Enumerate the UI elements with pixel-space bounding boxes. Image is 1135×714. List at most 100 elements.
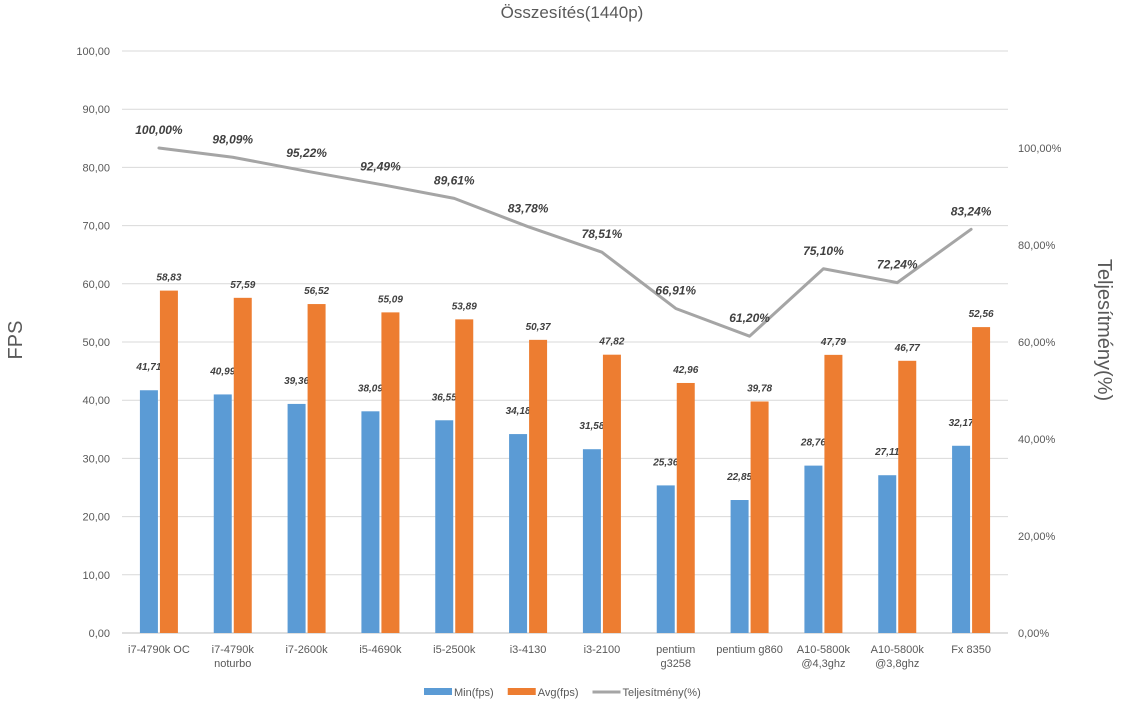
- legend: Min(fps) Avg(fps) Teljesítmény(%): [424, 687, 701, 699]
- bar-min: [361, 411, 380, 633]
- legend-label: Avg(fps): [538, 687, 579, 699]
- data-label-avg: 55,09: [378, 294, 403, 305]
- category-label: pentium: [656, 644, 695, 656]
- category-label: i3-2100: [584, 644, 621, 656]
- data-label-avg: 47,79: [820, 337, 846, 348]
- data-label-min: 34,18: [506, 406, 531, 417]
- data-label-performance: 92,49%: [360, 159, 401, 173]
- bar-avg: [824, 354, 843, 633]
- data-label-avg: 57,59: [230, 280, 255, 291]
- bar-avg: [159, 290, 178, 633]
- y-axis-ticks: 0,00 10,00 20,00 30,00 40,00 50,00 60,00 70,00 8…: [76, 46, 110, 640]
- data-label-min: 39,36: [284, 376, 309, 387]
- y-axis-title: FPS: [5, 321, 27, 360]
- category-label: A10-5800k: [871, 644, 925, 656]
- category-label: noturbo: [214, 658, 251, 670]
- data-label-performance: 89,61%: [434, 173, 475, 187]
- data-label-avg: 42,96: [672, 365, 698, 376]
- y-tick-label: 40,00: [82, 395, 110, 407]
- data-label-min: 31,58: [579, 421, 604, 432]
- bar-avg: [676, 382, 695, 633]
- data-label-performance: 83,78%: [508, 202, 549, 216]
- category-label: @3,8ghz: [875, 658, 919, 670]
- data-label-performance: 100,00%: [135, 123, 183, 137]
- y2-axis-ticks: 0,00% 20,00% 40,00% 60,00% 80,00% 100,00%: [1018, 143, 1062, 640]
- data-label-avg: 53,89: [452, 301, 477, 312]
- bar-avg: [455, 319, 474, 633]
- y2-tick-label: 20,00%: [1018, 531, 1056, 543]
- data-label-avg: 47,82: [598, 337, 624, 348]
- data-label-min: 22,85: [726, 472, 752, 483]
- legend-label: Min(fps): [454, 687, 494, 699]
- bar-min: [582, 449, 601, 633]
- data-label-performance: 78,51%: [582, 227, 623, 241]
- legend-label: Teljesítmény(%): [623, 687, 701, 699]
- data-label-min: 32,17: [949, 418, 974, 429]
- bar-avg: [898, 360, 917, 633]
- y-tick-label: 10,00: [82, 570, 110, 582]
- bar-series: 41,71 58,83 40,99 57,59 39,36 56,52 38,09 55,09…: [135, 273, 994, 633]
- category-label: i7-2600k: [285, 644, 328, 656]
- data-label-performance: 75,10%: [803, 244, 844, 258]
- performance-line: [157, 146, 973, 338]
- legend-swatch: [507, 688, 536, 695]
- bar-avg: [233, 297, 252, 633]
- data-label-performance: 83,24%: [951, 204, 992, 218]
- data-label-performance: 66,91%: [655, 283, 696, 297]
- y-tick-label: 20,00: [82, 512, 110, 524]
- bar-min: [213, 394, 232, 633]
- data-label-avg: 50,37: [526, 322, 551, 333]
- bar-min: [287, 403, 306, 633]
- data-label-performance: 61,20%: [729, 311, 770, 325]
- data-label-avg: 39,78: [747, 383, 772, 394]
- data-label-performance: 72,24%: [877, 258, 918, 272]
- y-tick-label: 70,00: [82, 221, 110, 233]
- data-label-min: 25,36: [652, 457, 678, 468]
- bar-avg: [381, 312, 400, 633]
- data-label-avg: 56,52: [304, 286, 329, 297]
- y-tick-label: 100,00: [76, 46, 110, 58]
- data-label-min: 28,76: [800, 438, 826, 449]
- bar-min: [435, 420, 454, 633]
- y-tick-label: 50,00: [82, 337, 110, 349]
- y-tick-label: 0,00: [89, 628, 110, 640]
- bar-min: [952, 445, 971, 633]
- y-tick-label: 80,00: [82, 162, 110, 174]
- category-label: i5-4690k: [359, 644, 402, 656]
- bar-avg: [307, 304, 326, 633]
- category-label: i7-4790k: [212, 644, 255, 656]
- category-label: Fx 8350: [951, 644, 991, 656]
- bar-avg: [602, 354, 621, 633]
- data-label-performance: 98,09%: [212, 132, 253, 146]
- category-label: g3258: [660, 658, 691, 670]
- data-label-avg: 52,56: [969, 309, 994, 320]
- data-label-performance: 95,22%: [286, 146, 327, 160]
- data-label-min: 27,11: [874, 447, 900, 458]
- category-label: @4,3ghz: [801, 658, 845, 670]
- data-label-min: 41,71: [135, 362, 161, 373]
- category-label: pentium g860: [716, 644, 783, 656]
- data-label-avg: 58,83: [156, 273, 181, 284]
- bar-min: [139, 390, 158, 633]
- data-label-min: 38,09: [358, 383, 383, 394]
- bar-min: [878, 475, 897, 633]
- bar-min: [730, 500, 749, 633]
- y2-tick-label: 0,00%: [1018, 628, 1049, 640]
- category-label: i3-4130: [510, 644, 547, 656]
- legend-swatch: [424, 688, 452, 695]
- gridlines: [122, 50, 1008, 634]
- y-tick-label: 60,00: [82, 279, 110, 291]
- y2-tick-label: 100,00%: [1018, 143, 1062, 155]
- y2-axis-title: Teljesítmény(%): [1093, 259, 1115, 401]
- line-series: 100,00% 98,09% 95,22% 92,49% 89,61% 83,78% 78,…: [135, 123, 992, 338]
- bar-avg: [750, 401, 769, 633]
- bar-min: [804, 465, 823, 633]
- y2-tick-label: 40,00%: [1018, 434, 1056, 446]
- y-tick-label: 30,00: [82, 453, 110, 465]
- bar-avg: [529, 339, 548, 633]
- data-label-min: 36,55: [432, 392, 457, 403]
- data-label-avg: 46,77: [894, 343, 920, 354]
- bar-min: [656, 485, 675, 633]
